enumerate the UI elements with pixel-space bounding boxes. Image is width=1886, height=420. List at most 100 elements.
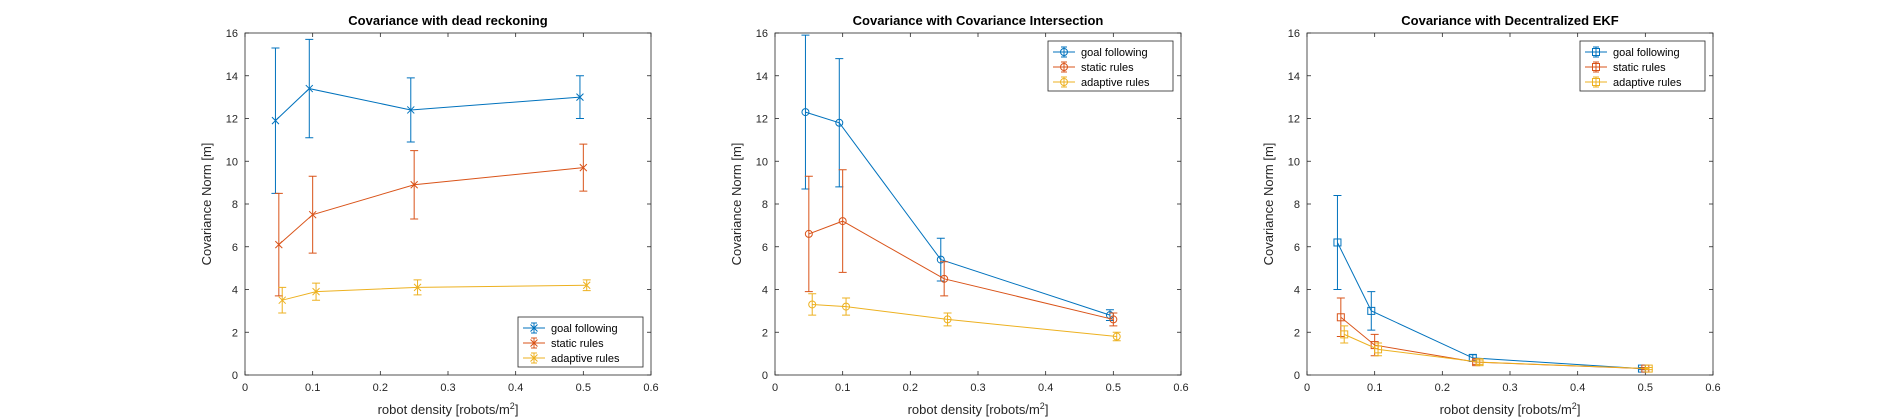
data-point (576, 93, 584, 101)
x-axis-label: robot density [robots/m2] (1440, 401, 1581, 417)
y-tick-label: 0 (762, 370, 768, 382)
data-point (1336, 313, 1345, 322)
error-bar (940, 261, 949, 297)
x-tick-label: 0 (242, 382, 248, 394)
data-point (1109, 315, 1118, 324)
legend-marker (1592, 48, 1600, 56)
y-axis-label: Covariance Norm [m] (1261, 143, 1276, 266)
series-static-rules (804, 169, 1118, 327)
y-tick-label: 14 (756, 71, 768, 83)
series-adaptive-rules (1340, 325, 1653, 373)
legend-label: goal following (1081, 47, 1148, 59)
data-point (312, 287, 320, 296)
x-tick-label: 0 (1304, 382, 1310, 394)
error-bar (808, 293, 817, 316)
data-point (278, 296, 287, 305)
y-tick-label: 2 (1294, 327, 1300, 339)
error-bar (842, 297, 851, 316)
y-tick-label: 6 (1294, 242, 1300, 254)
error-bar (1340, 325, 1349, 344)
x-axis-label: robot density [robots/m2] (908, 401, 1049, 417)
legend-box (1579, 40, 1706, 92)
series-line (278, 167, 584, 245)
legend-marker (530, 339, 538, 347)
x-tick-label: 0.5 (1638, 382, 1653, 394)
error-bar (804, 175, 813, 293)
data-point (308, 210, 317, 219)
x-tick-label: 0.6 (1173, 382, 1188, 394)
data-point (804, 229, 813, 238)
series-goal-following (271, 38, 584, 194)
data-point (835, 118, 844, 127)
data-point (413, 283, 422, 292)
legend-marker (1060, 78, 1068, 86)
x-tick-label: 0.1 (305, 382, 320, 394)
x-tick-label: 0.5 (576, 382, 591, 394)
y-tick-label: 16 (1288, 28, 1300, 40)
x-tick-label: 0.1 (835, 382, 850, 394)
y-tick-label: 14 (226, 71, 238, 83)
legend-label: static rules (1081, 62, 1134, 74)
y-tick-label: 14 (1288, 71, 1300, 83)
series-line (805, 111, 1111, 316)
legend-label: adaptive rules (1613, 77, 1682, 89)
data-point (1475, 358, 1484, 367)
error-bar (838, 169, 847, 273)
data-point (838, 217, 847, 226)
data-point (1644, 364, 1653, 373)
y-tick-label: 8 (232, 199, 238, 211)
data-point (940, 274, 949, 283)
x-tick-label: 0.2 (903, 382, 918, 394)
data-point (1374, 345, 1383, 354)
data-point (801, 108, 810, 117)
subplot-1: Covariance with dead reckoning 0 0.1 0.2 0.3… (199, 13, 659, 417)
error-bar (1333, 194, 1342, 290)
y-axis-label: Covariance Norm [m] (729, 143, 744, 266)
y-tick-label: 16 (756, 28, 768, 40)
y-tick-label: 10 (1288, 156, 1300, 168)
legend-label: adaptive rules (1081, 77, 1150, 89)
x-tick-label: 0.6 (643, 382, 658, 394)
data-point (579, 163, 588, 172)
series-line (275, 88, 580, 122)
error-bar (943, 312, 952, 327)
data-point (1340, 330, 1349, 339)
data-point (305, 84, 314, 93)
series-adaptive-rules (278, 279, 591, 314)
data-point (410, 180, 419, 189)
y-tick-label: 6 (232, 242, 238, 254)
data-point (943, 315, 952, 324)
error-bar (1367, 291, 1376, 331)
y-tick-label: 8 (762, 199, 768, 211)
x-tick-label: 0.4 (1570, 382, 1585, 394)
legend-label: static rules (551, 338, 604, 350)
series-line (1344, 333, 1649, 370)
legend-box (1047, 40, 1174, 92)
y-tick-label: 16 (226, 28, 238, 40)
legend-label: adaptive rules (551, 353, 620, 365)
x-tick-label: 0.3 (1502, 382, 1517, 394)
error-bar (835, 58, 844, 188)
series-adaptive-rules (808, 293, 1121, 342)
data-point (936, 255, 945, 264)
y-tick-label: 8 (1294, 199, 1300, 211)
legend: goal following static rules adaptive rules (517, 316, 644, 368)
y-tick-label: 4 (1294, 285, 1300, 297)
error-bar (1112, 331, 1121, 342)
subplot-3: Covariance with Decentralized EKF 0 0.1 0.2… (1261, 13, 1721, 417)
legend-box (517, 316, 644, 368)
chart-title: Covariance with Decentralized EKF (1401, 13, 1619, 28)
y-tick-label: 12 (1288, 114, 1300, 126)
y-tick-label: 12 (756, 114, 768, 126)
y-tick-label: 10 (226, 156, 238, 168)
legend: goal following static rules adaptive rules (1047, 40, 1174, 92)
x-tick-label: 0.2 (1435, 382, 1450, 394)
x-axis-label: robot density [robots/m2] (378, 401, 519, 417)
x-tick-label: 0.4 (508, 382, 523, 394)
chart-title: Covariance with Covariance Intersection (853, 13, 1104, 28)
error-bar (1475, 359, 1484, 365)
data-point (1333, 238, 1342, 247)
error-bar (936, 237, 945, 282)
legend-marker (1592, 63, 1600, 71)
legend-marker (530, 324, 538, 332)
